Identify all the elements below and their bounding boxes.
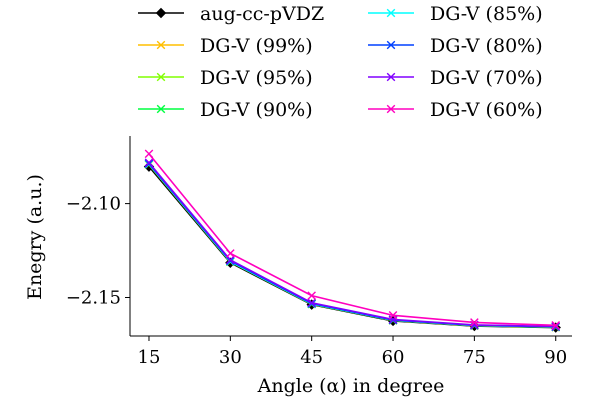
chart-axes: 15 30 45 60 75 90 −2.10 −2.15	[66, 136, 572, 368]
legend-item: DG-V (95%)	[138, 67, 313, 89]
data-point	[226, 255, 235, 265]
legend-item: DG-V (80%)	[368, 35, 543, 57]
series-line	[148, 164, 556, 328]
x-tick-label: 45	[300, 347, 323, 368]
plot-area	[143, 149, 561, 333]
y-axis-label: Enegry (a.u.)	[24, 174, 46, 300]
legend-label: DG-V (90%)	[200, 99, 313, 121]
legend-label: aug-cc-pVDZ	[200, 3, 324, 25]
legend-swatch-marker	[156, 72, 166, 82]
legend-item: DG-V (85%)	[368, 3, 543, 25]
legend-swatch-marker	[156, 104, 166, 114]
data-point	[470, 318, 479, 327]
legend-label: DG-V (60%)	[430, 99, 543, 121]
series-line	[148, 162, 556, 328]
series-line	[148, 163, 556, 328]
legend-label: DG-V (85%)	[430, 3, 543, 25]
legend-label: DG-V (70%)	[430, 67, 543, 89]
legend-label: DG-V (95%)	[200, 67, 313, 89]
legend-swatch-marker	[155, 7, 167, 19]
legend-swatch-marker	[386, 72, 396, 82]
legend-item: DG-V (60%)	[368, 99, 543, 121]
data-point	[388, 311, 398, 320]
legend-swatch-marker	[156, 40, 166, 50]
data-point	[226, 249, 235, 258]
legend-label: DG-V (80%)	[430, 35, 543, 57]
x-tick-label: 75	[463, 347, 486, 368]
legend-item: aug-cc-pVDZ	[138, 3, 324, 25]
series-line	[148, 164, 556, 328]
x-tick-label: 30	[219, 347, 242, 368]
data-point	[144, 149, 154, 159]
y-tick-label: −2.15	[66, 288, 121, 309]
chart-legend: aug-cc-pVDZ DG-V (99%) DG-V (95%) DG-V (90%…	[138, 3, 543, 121]
series-0	[143, 161, 561, 333]
series-line	[148, 163, 556, 328]
legend-item: DG-V (70%)	[368, 67, 543, 89]
data-point	[551, 321, 561, 330]
series-6	[144, 158, 561, 331]
x-tick-label: 60	[382, 347, 405, 368]
data-point	[307, 291, 316, 300]
legend-item: DG-V (90%)	[138, 99, 313, 121]
series-7	[144, 149, 561, 330]
y-tick-label: −2.10	[66, 194, 121, 215]
series-line	[148, 153, 556, 327]
x-axis-label: Angle (α) in degree	[257, 375, 445, 397]
legend-swatch-marker	[386, 104, 396, 114]
legend-item: DG-V (99%)	[138, 35, 313, 57]
legend-swatch-marker	[386, 40, 396, 50]
x-tick-label: 15	[138, 347, 161, 368]
series-line	[148, 166, 556, 329]
x-tick-label: 90	[544, 347, 567, 368]
data-point	[307, 298, 316, 308]
data-point	[551, 322, 561, 331]
legend-swatch-marker	[386, 8, 396, 18]
legend-label: DG-V (99%)	[200, 35, 313, 57]
series-line	[148, 163, 556, 328]
data-point	[144, 158, 154, 167]
